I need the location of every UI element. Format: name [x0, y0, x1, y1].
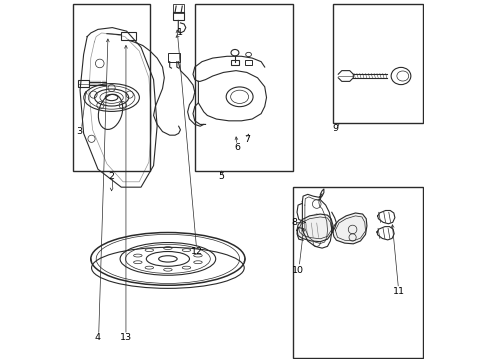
- Text: 4: 4: [95, 333, 101, 342]
- Text: 12: 12: [191, 247, 202, 256]
- Bar: [73, 4, 150, 171]
- Text: 3: 3: [76, 127, 82, 136]
- Text: 8: 8: [292, 218, 297, 227]
- Bar: [333, 4, 422, 123]
- Bar: [231, 60, 239, 65]
- Text: 2: 2: [109, 172, 115, 181]
- Bar: [173, 4, 184, 13]
- Text: 6: 6: [234, 143, 240, 152]
- Bar: [172, 12, 184, 21]
- Text: 5: 5: [219, 172, 225, 181]
- Text: 7: 7: [245, 135, 250, 144]
- Bar: [78, 80, 89, 87]
- Text: 9: 9: [332, 123, 339, 132]
- Polygon shape: [333, 213, 367, 244]
- Text: 10: 10: [292, 266, 304, 275]
- Polygon shape: [297, 214, 333, 242]
- Text: 13: 13: [120, 333, 132, 342]
- Bar: [294, 187, 422, 357]
- Bar: [122, 32, 136, 40]
- Text: 1: 1: [177, 28, 183, 37]
- Text: 11: 11: [393, 287, 405, 296]
- Bar: [195, 4, 294, 171]
- Bar: [245, 60, 252, 64]
- Bar: [168, 53, 180, 62]
